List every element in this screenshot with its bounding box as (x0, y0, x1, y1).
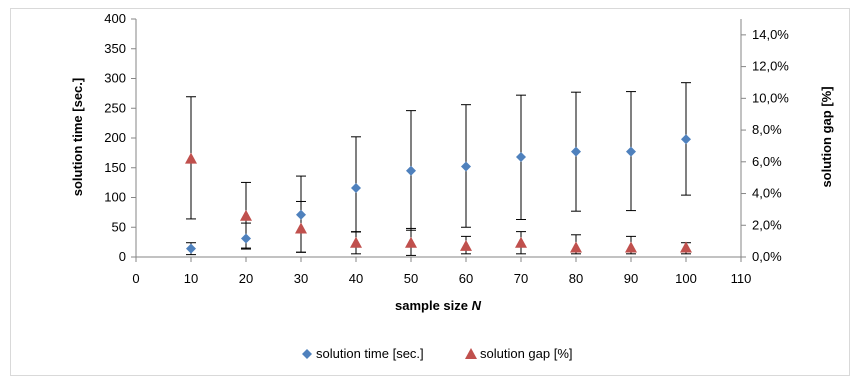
x-axis-title-text: sample size (395, 298, 472, 313)
x-tick-label: 0 (132, 271, 139, 286)
y-tick-label: 350 (104, 41, 126, 56)
y-tick-label: 300 (104, 71, 126, 86)
y-tick-label: 100 (104, 190, 126, 205)
x-tick-label: 10 (184, 271, 198, 286)
data-point-solution-time (406, 165, 416, 176)
data-point-solution-gap (350, 236, 362, 248)
y2-tick-label: 12,0% (752, 59, 789, 74)
data-point-solution-gap (680, 241, 692, 253)
y-tick-label: 400 (104, 11, 126, 26)
y2-tick-label: 2,0% (752, 217, 782, 232)
x-tick-label: 40 (349, 271, 363, 286)
y-tick-label: 150 (104, 160, 126, 175)
data-point-solution-time (351, 182, 361, 193)
y2-tick-label: 4,0% (752, 186, 782, 201)
y-tick-label: 200 (104, 130, 126, 145)
x-tick-label: 70 (514, 271, 528, 286)
x-axis-title-var: N (472, 298, 482, 313)
x-tick-label: 20 (239, 271, 253, 286)
data-point-solution-gap (460, 239, 472, 251)
data-marks (185, 134, 692, 254)
y2-tick-label: 10,0% (752, 90, 789, 105)
data-point-solution-time (516, 152, 526, 163)
x-tick-label: 100 (675, 271, 697, 286)
data-point-solution-time (681, 134, 691, 145)
data-point-solution-time (296, 209, 306, 220)
data-point-solution-gap (625, 241, 637, 253)
x-tick-label: 30 (294, 271, 308, 286)
y-axis-title: solution time [sec.] (70, 78, 85, 196)
data-point-solution-gap (295, 222, 307, 234)
data-point-solution-time (461, 161, 471, 172)
y2-tick-label: 8,0% (752, 122, 782, 137)
chart-frame (10, 8, 850, 376)
y-tick-label: 50 (112, 219, 126, 234)
legend-marker-solution-time (302, 349, 312, 359)
data-point-solution-time (241, 233, 251, 244)
data-point-solution-gap (570, 241, 582, 253)
x-axis-title: sample size N (395, 298, 482, 313)
x-tick-label: 90 (624, 271, 638, 286)
y2-axis-title: solution gap [%] (819, 86, 834, 187)
x-tick-label: 110 (731, 271, 752, 286)
legend: solution time [sec.] solution gap [%] (302, 346, 573, 361)
y-tick-label: 250 (104, 100, 126, 115)
x-tick-label: 50 (404, 271, 418, 286)
y-tick-label: 0 (119, 249, 126, 264)
data-point-solution-time (571, 146, 581, 157)
y2-tick-label: 14,0% (752, 27, 789, 42)
data-point-solution-gap (185, 152, 197, 164)
data-point-solution-time (626, 146, 636, 157)
data-point-solution-time (186, 243, 196, 254)
legend-label: solution time [sec.] (316, 346, 424, 361)
y2-tick-label: 0,0% (752, 249, 782, 264)
data-point-solution-gap (240, 209, 252, 221)
error-bars (186, 82, 691, 256)
data-point-solution-gap (405, 236, 417, 248)
x-tick-label: 60 (459, 271, 473, 286)
x-tick-label: 80 (569, 271, 583, 286)
data-point-solution-gap (515, 236, 527, 248)
legend-marker-solution-gap (465, 348, 477, 359)
y2-tick-label: 6,0% (752, 154, 782, 169)
axes: 0501001502002503003504000,0%2,0%4,0%6,0%… (104, 11, 789, 286)
legend-label: solution gap [%] (480, 346, 573, 361)
